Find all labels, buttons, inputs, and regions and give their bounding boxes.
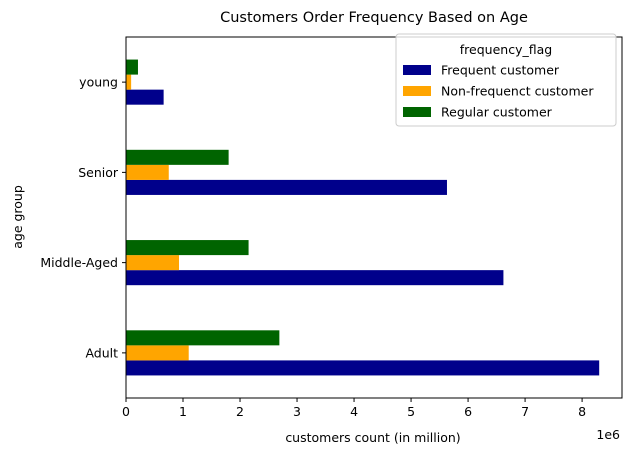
y-tick-label: Middle-Aged bbox=[40, 255, 118, 270]
legend-label: Frequent customer bbox=[441, 63, 560, 78]
chart-title: Customers Order Frequency Based on Age bbox=[220, 10, 528, 26]
y-axis-label: age group bbox=[10, 185, 25, 249]
bar-middle-aged-frequent-customer bbox=[126, 270, 504, 286]
x-tick-label: 5 bbox=[407, 404, 415, 419]
plot-frame bbox=[125, 36, 623, 399]
legend-label: Non-frequenct customer bbox=[441, 84, 594, 99]
x-axis-offset-label: 1e6 bbox=[596, 427, 620, 442]
plot-area: Adult Middle-Aged Senior young 0 1 2 3 4 5 6 7 8 bbox=[40, 36, 623, 419]
legend: frequency_flag Frequent customer Non-freq… bbox=[395, 33, 617, 127]
bar-young-frequent-customer bbox=[126, 89, 164, 105]
x-tick-label: 7 bbox=[521, 404, 529, 419]
bar-senior-frequent-customer bbox=[126, 179, 447, 195]
bar-middle-aged-regular-customer bbox=[126, 240, 249, 256]
bar-young-non-frequenct-customer bbox=[126, 74, 132, 90]
x-axis-label: customers count (in million) bbox=[285, 430, 460, 445]
x-tick-label: 8 bbox=[578, 404, 586, 419]
legend-title: frequency_flag bbox=[460, 42, 552, 57]
y-tick-label: Senior bbox=[78, 165, 119, 180]
bar-young-regular-customer bbox=[126, 59, 138, 75]
legend-label: Regular customer bbox=[441, 105, 553, 120]
legend-swatch bbox=[403, 65, 431, 75]
x-tick-label: 4 bbox=[350, 404, 358, 419]
legend-frame bbox=[395, 33, 617, 127]
x-tick-label: 3 bbox=[293, 404, 301, 419]
legend-swatch bbox=[403, 107, 431, 117]
bar-adult-frequent-customer bbox=[126, 360, 600, 376]
x-tick-label: 0 bbox=[122, 404, 130, 419]
bar-adult-non-frequenct-customer bbox=[126, 345, 189, 361]
bar-senior-non-frequenct-customer bbox=[126, 164, 169, 180]
legend-swatch bbox=[403, 86, 431, 96]
x-tick-label: 6 bbox=[464, 404, 472, 419]
x-tick-label: 2 bbox=[236, 404, 244, 419]
bar-middle-aged-non-frequenct-customer bbox=[126, 255, 180, 271]
y-tick-label: Adult bbox=[85, 345, 118, 360]
y-tick-label: young bbox=[79, 75, 118, 90]
x-tick-label: 1 bbox=[179, 404, 187, 419]
bar-adult-regular-customer bbox=[126, 330, 280, 346]
bar-senior-regular-customer bbox=[126, 149, 229, 165]
